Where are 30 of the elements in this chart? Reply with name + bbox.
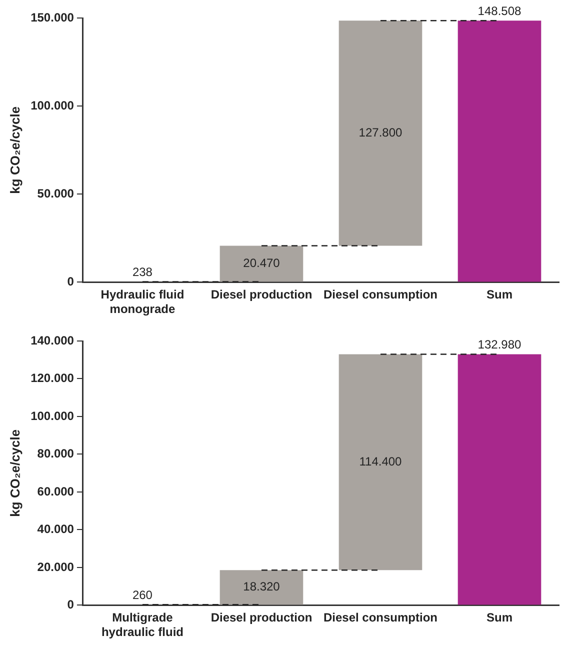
y-tick-label: 50.000 <box>37 186 74 200</box>
x-tick-label: Hydraulic fluid monograde <box>100 288 184 316</box>
y-tick-label: 80.000 <box>37 446 74 461</box>
y-tick-label: 120.000 <box>30 371 74 386</box>
data-label: 148.508 <box>478 4 522 18</box>
x-tick-label: Diesel consumption <box>323 610 438 625</box>
y-tick-label: 0 <box>67 274 74 289</box>
x-tick-label: Diesel production <box>210 288 312 302</box>
y-tick-label: 20.000 <box>37 560 74 574</box>
y-tick-label: 150.000 <box>30 10 74 24</box>
x-tick-label: Diesel production <box>210 610 312 625</box>
x-tick-label: Diesel consumption <box>323 288 438 302</box>
data-label: 18.320 <box>243 580 280 594</box>
y-tick-label: 100.000 <box>30 98 74 112</box>
data-label: 20.470 <box>243 256 280 270</box>
x-tick-label: Sum <box>486 610 513 625</box>
y-axis-title: kg CO₂e/cycle <box>7 106 22 194</box>
data-label: 238 <box>132 265 153 280</box>
y-tick-label: 140.000 <box>30 333 74 348</box>
y-tick-label: 0 <box>67 598 74 612</box>
x-tick-label: Multigrade hydraulic fluid <box>101 610 184 640</box>
y-axis-title: kg CO₂e/cycle <box>7 429 22 517</box>
data-label: 127.800 <box>358 125 402 140</box>
x-tick-label: Sum <box>486 288 513 302</box>
data-label: 132.980 <box>478 338 522 352</box>
data-label: 114.400 <box>359 454 402 469</box>
data-label: 260 <box>132 588 153 602</box>
y-tick-label: 100.000 <box>30 408 74 423</box>
y-tick-label: 60.000 <box>37 484 74 498</box>
y-tick-label: 40.000 <box>37 522 74 536</box>
